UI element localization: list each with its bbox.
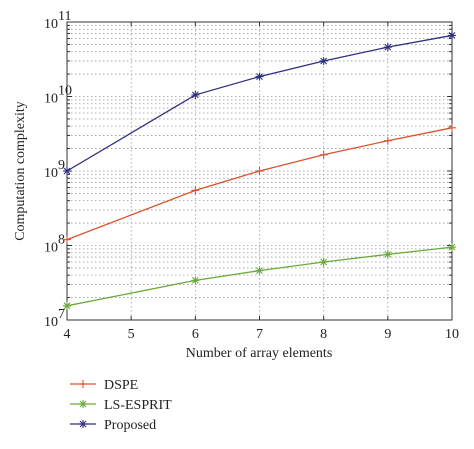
legend-label: Proposed xyxy=(104,418,156,433)
data-point xyxy=(448,243,456,252)
data-point xyxy=(319,150,328,159)
y-tick-exponent: 9 xyxy=(58,158,65,173)
y-tick-exponent: 10 xyxy=(58,84,72,99)
data-point xyxy=(383,136,392,145)
series-proposed xyxy=(63,31,456,175)
data-point xyxy=(319,56,328,65)
data-point xyxy=(448,31,456,40)
x-tick-label: 6 xyxy=(192,327,199,342)
x-tick-label: 4 xyxy=(64,327,71,342)
series-dspe xyxy=(63,123,456,244)
data-point xyxy=(255,72,264,81)
legend-marker xyxy=(79,420,87,428)
x-tick-labels: 4 5 6 7 8 9 10 xyxy=(64,327,460,342)
x-tick-label: 10 xyxy=(445,327,459,342)
legend-marker xyxy=(79,380,87,388)
data-point xyxy=(255,266,264,275)
legend-label: DSPE xyxy=(104,378,138,393)
legend-item: DSPE xyxy=(70,378,138,393)
data-point xyxy=(191,276,200,285)
data-point xyxy=(191,90,200,99)
data-point xyxy=(63,235,71,244)
y-tick-exponent: 7 xyxy=(58,307,65,322)
y-tick-label: 108 xyxy=(44,233,65,256)
series-line xyxy=(66,127,453,241)
series-line xyxy=(66,34,453,172)
x-axis-label: Number of array elements xyxy=(186,346,333,361)
y-tick-label: 109 xyxy=(44,158,65,181)
y-axis-label: Computation complexity xyxy=(13,101,28,241)
data-point xyxy=(319,258,328,267)
x-tick-label: 5 xyxy=(128,327,135,342)
data-point xyxy=(63,167,71,175)
data-point xyxy=(63,301,71,310)
data-point xyxy=(383,250,392,259)
y-tick-label: 107 xyxy=(44,307,65,330)
data-point xyxy=(383,43,392,52)
y-tick-base: 10 xyxy=(44,17,58,32)
x-tick-label: 7 xyxy=(256,327,263,342)
y-tick-base: 10 xyxy=(44,315,58,330)
data-point xyxy=(448,123,456,132)
x-tick-label: 8 xyxy=(320,327,327,342)
y-tick-exponent: 8 xyxy=(58,233,65,248)
y-tick-exponent: 11 xyxy=(58,9,71,24)
x-tick-label: 9 xyxy=(384,327,391,342)
data-point xyxy=(191,186,200,195)
legend: DSPE LS-ESPRIT Proposed xyxy=(70,378,172,433)
y-tick-base: 10 xyxy=(44,166,58,181)
y-tick-base: 10 xyxy=(44,92,58,107)
legend-item: LS-ESPRIT xyxy=(70,398,172,413)
legend-item: Proposed xyxy=(70,418,156,433)
series-line xyxy=(66,246,453,307)
legend-label: LS-ESPRIT xyxy=(104,398,172,413)
series xyxy=(63,31,456,310)
series-ls-esprit xyxy=(63,243,456,310)
data-point xyxy=(255,167,264,175)
y-tick-base: 10 xyxy=(44,241,58,256)
legend-marker xyxy=(79,400,87,408)
